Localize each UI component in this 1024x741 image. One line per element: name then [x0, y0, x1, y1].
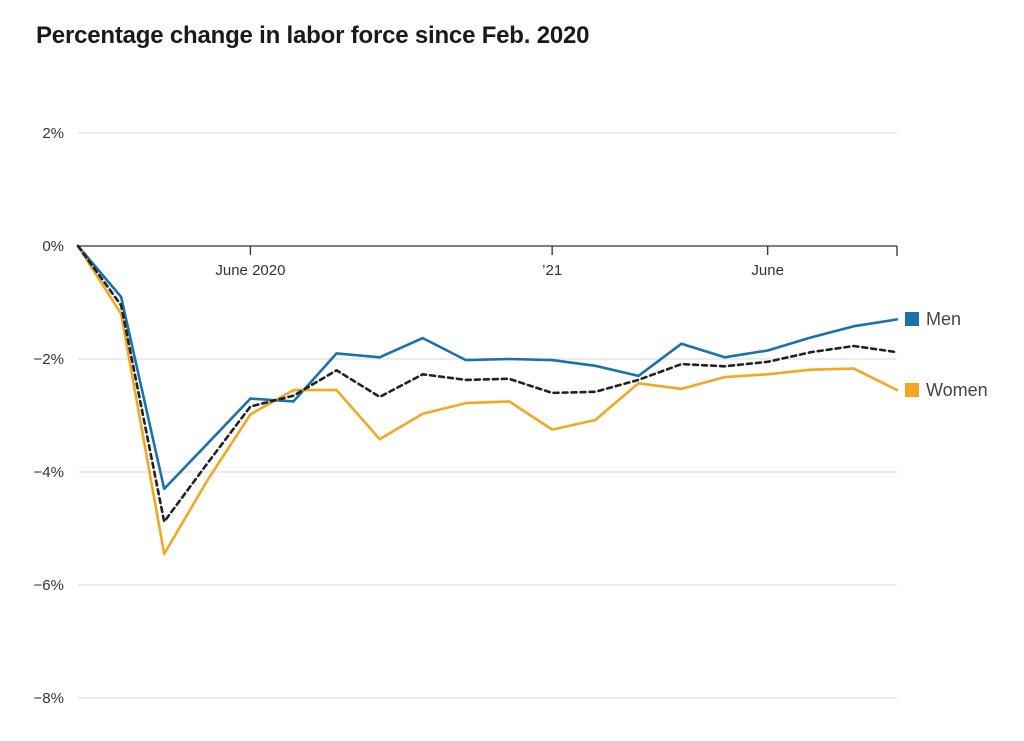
x-axis-ticks: June 2020 ’21 June: [215, 246, 784, 279]
y-tick-label: −6%: [34, 577, 64, 594]
x-tick-label: June 2020: [215, 262, 285, 279]
series-line-men: [76, 244, 899, 491]
x-tick-label: ’21: [542, 262, 562, 279]
x-tick-label: June: [751, 262, 784, 279]
y-tick-label: −4%: [34, 464, 64, 481]
gridlines: [78, 132, 897, 699]
chart-title: Percentage change in labor force since F…: [36, 22, 590, 49]
y-tick-label: −2%: [34, 351, 64, 368]
zero-axis: [78, 245, 898, 256]
legend-swatch-women: [905, 383, 919, 397]
legend-label-men: Men: [926, 309, 961, 329]
series-lines: [76, 244, 899, 556]
series-line-total: [76, 244, 899, 524]
y-tick-label: −8%: [34, 690, 64, 707]
y-axis-tick-labels: 2% 0% −2% −4% −6% −8%: [34, 125, 64, 707]
y-tick-label: 2%: [42, 125, 64, 142]
legend-label-women: Women: [926, 380, 988, 400]
legend: Men Women: [905, 309, 988, 400]
y-tick-label: 0%: [42, 238, 64, 255]
series-line-women: [76, 244, 899, 556]
legend-swatch-men: [905, 312, 919, 326]
